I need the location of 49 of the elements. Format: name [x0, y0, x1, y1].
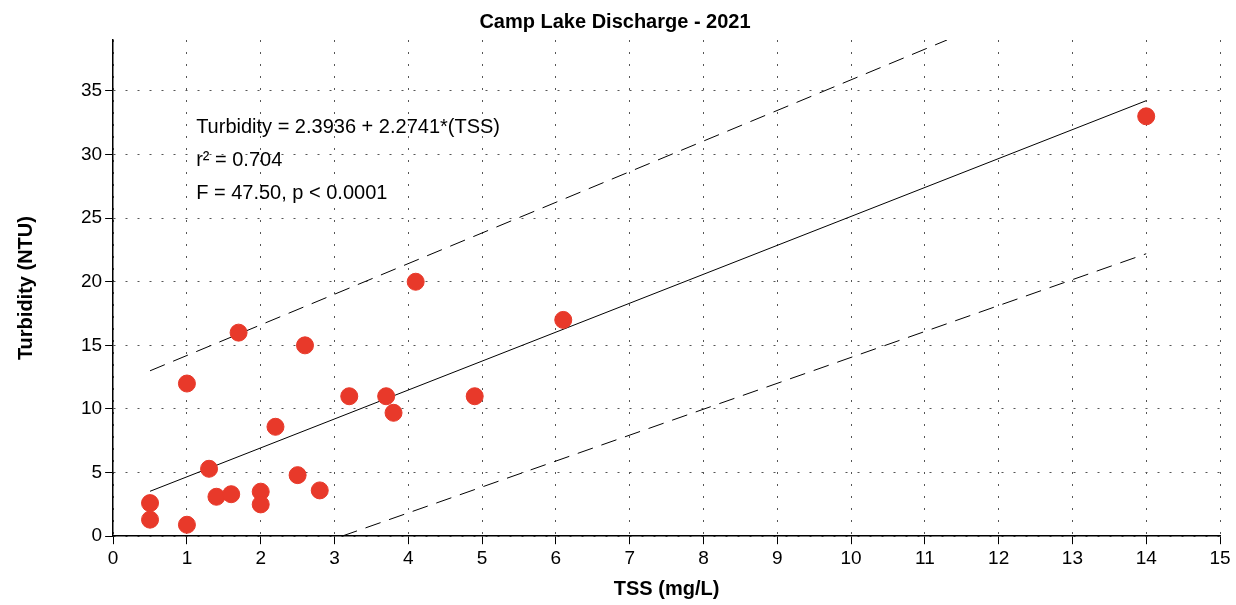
y-tick-label: 20	[80, 269, 103, 291]
x-tick-label: 12	[988, 546, 1010, 568]
y-axis-title: Turbidity (NTU)	[13, 216, 36, 361]
x-tick-label: 2	[255, 546, 267, 568]
point	[266, 417, 285, 436]
x-tick-label: 0	[107, 546, 119, 568]
x-axis-title: TSS (mg/L)	[613, 576, 720, 599]
point	[177, 515, 196, 534]
y-tick-label: 0	[91, 524, 103, 546]
point	[229, 323, 248, 342]
chart-title: Camp Lake Discharge - 2021	[479, 9, 751, 32]
point	[141, 510, 160, 529]
y-tick-label: 30	[80, 142, 103, 164]
point	[1137, 107, 1156, 126]
x-tick-label: 11	[914, 546, 935, 568]
point	[207, 487, 226, 506]
x-tick-label: 4	[403, 546, 415, 568]
point	[384, 403, 403, 422]
x-tick-label: 6	[550, 546, 562, 568]
point	[295, 336, 314, 355]
point	[310, 481, 329, 500]
annotation: F = 47.50, p < 0.0001	[196, 181, 388, 203]
x-tick-label: 1	[181, 546, 193, 568]
point	[288, 466, 307, 485]
y-tick-label: 25	[80, 206, 103, 228]
point	[377, 387, 396, 406]
x-tick-label: 8	[698, 546, 709, 568]
point	[222, 485, 241, 504]
x-tick-label: 7	[624, 546, 635, 568]
point	[465, 387, 484, 406]
x-tick-label: 3	[329, 546, 340, 568]
point	[340, 387, 359, 406]
x-tick-label: 14	[1135, 546, 1158, 568]
point	[406, 272, 425, 291]
annotation: r² = 0.704	[196, 148, 283, 170]
point	[200, 459, 219, 478]
y-tick-label: 35	[80, 79, 103, 101]
x-tick-label: 9	[771, 546, 783, 568]
y-tick-label: 15	[80, 333, 103, 355]
point	[141, 494, 160, 513]
x-tick-label: 13	[1061, 546, 1083, 568]
point	[177, 374, 196, 393]
x-tick-label: 10	[840, 546, 862, 568]
y-tick-label: 10	[80, 397, 103, 419]
x-tick-label: 5	[476, 546, 488, 568]
point	[554, 310, 573, 329]
y-tick-label: 5	[91, 460, 103, 482]
x-tick-label: 15	[1209, 546, 1231, 568]
annotation: Turbidity = 2.3936 + 2.2741*(TSS)	[196, 115, 501, 137]
